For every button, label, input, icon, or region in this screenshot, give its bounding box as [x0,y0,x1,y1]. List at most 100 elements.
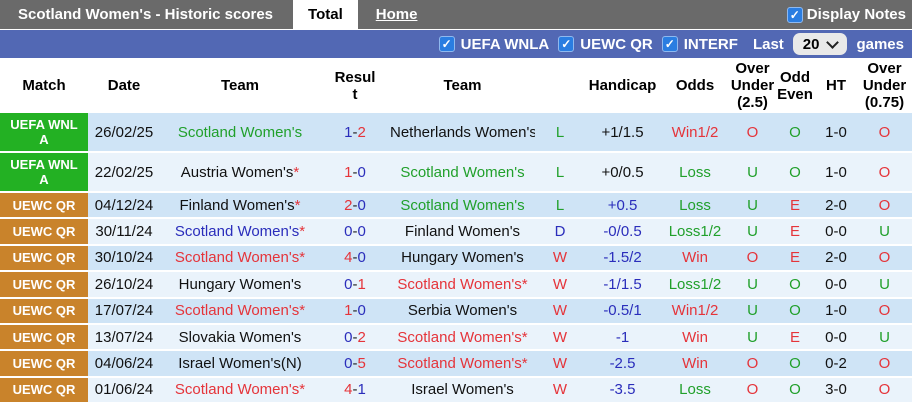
odd-even-cell: O [775,376,815,405]
over-under-0.75-cell: O [857,350,912,378]
table-header-row: Match Date Team Resul t Team Handicap Odds Over… [0,58,912,113]
filter-bar: ✓ UEFA WNLA ✓ UEWC QR ✓ INTERF Last 20 g… [0,30,912,58]
filter-uewc-qr-checkbox[interactable]: ✓ [558,36,575,52]
odd-even-cell: E [775,323,815,352]
ht-cell: 0-0 [815,323,857,352]
display-notes-toggle[interactable]: ✓ Display Notes [786,6,906,23]
home-team-name: Hungary Women's [178,275,302,293]
column-header-odds: Odds [660,58,730,113]
over-under-2.5-cell: U [730,192,775,220]
star-icon: * [299,381,306,399]
filter-uewc-qr[interactable]: ✓ UEWC QR [558,36,653,53]
last-games-select[interactable]: 20 [792,33,848,55]
result-cell: 1-0 [320,152,390,193]
home-team-cell: Scotland Women's* [160,218,320,246]
display-notes-label: Display Notes [806,6,906,23]
filter-uefa-wnla[interactable]: ✓ UEFA WNLA [438,36,549,53]
home-team-cell: Scotland Women's [160,113,320,153]
wdl-cell: L [535,192,585,220]
odds-cell: Win [660,244,730,273]
over-under-2.5-cell: U [730,323,775,352]
date-cell: 01/06/24 [88,376,160,405]
score-separator: - [352,123,358,141]
away-score: 0 [357,163,366,181]
odd-even-cell: E [775,218,815,246]
date-cell: 30/11/24 [88,218,160,246]
away-score: 0 [357,302,366,320]
filter-interf-checkbox[interactable]: ✓ [661,36,678,52]
odds-cell: Win1/2 [660,297,730,325]
score-separator: - [352,328,358,346]
last-games-selected-value: 20 [802,35,820,53]
home-team-name: Austria Women's [180,163,294,181]
home-score: 1 [344,302,353,320]
home-team-name: Scotland Women's [174,381,300,399]
odds-cell: Loss [660,192,730,220]
match-badge: UEWC QR [0,297,88,325]
away-team-name: Scotland Women's [397,275,522,293]
table-row: UEWC QR 17/07/24 Scotland Women's* 1-0 Serbi… [0,297,912,325]
ht-cell: 3-0 [815,376,857,405]
result-cell: 0-1 [320,271,390,299]
result-cell: 0-5 [320,350,390,378]
handicap-cell: -0.5/1 [585,297,660,325]
home-team-cell: Slovakia Women's [160,323,320,352]
away-team-cell: Scotland Women's* [390,323,535,352]
away-team-name: Scotland Women's [397,355,522,373]
away-score: 0 [357,249,366,267]
tab-total[interactable]: Total [293,0,358,29]
away-score: 0 [357,223,366,241]
table-row: UEWC QR 04/06/24 Israel Women's(N) 0-5 Scotl… [0,350,912,378]
column-header-team-home: Team [160,58,320,113]
home-team-name: Scotland Women's [174,302,300,320]
star-icon: * [299,223,306,241]
score-separator: - [352,223,358,241]
column-header-match: Match [0,58,88,113]
wdl-cell: W [535,271,585,299]
handicap-cell: -1/1.5 [585,271,660,299]
match-badge: UEWC QR [0,350,88,378]
column-header-team-away: Team [390,58,535,113]
filter-uefa-wnla-checkbox[interactable]: ✓ [438,36,455,52]
over-under-2.5-cell: O [730,244,775,273]
title-bar: Scotland Women's - Historic scores Total… [0,0,912,30]
odd-even-cell: O [775,113,815,153]
away-team-name: Finland Women's [404,223,521,241]
column-header-odd-even: Odd Even [775,58,815,113]
over-under-2.5-cell: U [730,218,775,246]
result-cell: 2-0 [320,192,390,220]
away-score: 5 [357,355,366,373]
home-team-cell: Finland Women's* [160,192,320,220]
star-icon: * [294,196,301,214]
chevron-down-icon [826,35,840,49]
star-icon: * [521,275,528,293]
date-cell: 04/06/24 [88,350,160,378]
odd-even-cell: O [775,152,815,193]
match-badge: UEWC QR [0,218,88,246]
over-under-2.5-cell: O [730,113,775,153]
tab-home[interactable]: Home [375,6,418,23]
home-score: 2 [344,196,353,214]
away-team-name: Scotland Women's [400,163,525,181]
result-cell: 0-0 [320,218,390,246]
handicap-cell: +0/0.5 [585,152,660,193]
column-header-ht: HT [815,58,857,113]
away-team-name: Hungary Women's [401,249,524,267]
handicap-cell: -1 [585,323,660,352]
over-under-2.5-cell: O [730,376,775,405]
last-label: Last [752,35,784,53]
star-icon: * [293,163,300,181]
away-team-name: Scotland Women's [400,196,525,214]
home-score: 4 [344,249,353,267]
away-score: 2 [357,328,366,346]
display-notes-checkbox[interactable]: ✓ [786,6,803,23]
home-score: 1 [344,123,353,141]
column-header-wdl [535,58,585,113]
filter-interf[interactable]: ✓ INTERF [661,36,738,53]
filter-uewc-qr-label: UEWC QR [580,35,653,53]
table-row: UEFA WNL A 22/02/25 Austria Women's* 1-0 Sco… [0,152,912,193]
home-score: 4 [344,381,353,399]
away-team-name: Israel Women's [411,381,514,399]
away-team-cell: Serbia Women's [390,297,535,325]
away-score: 1 [357,381,366,399]
